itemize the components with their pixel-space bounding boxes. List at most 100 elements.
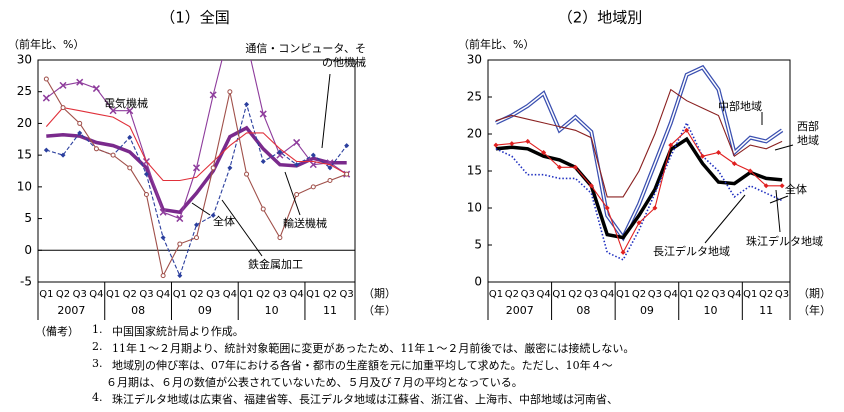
marker xyxy=(93,146,99,152)
x-tick-label: Q3 xyxy=(139,289,153,300)
y-tick-label: 10 xyxy=(467,201,482,215)
x-tick-label: Q1 xyxy=(616,289,630,300)
y-tick-label: 30 xyxy=(17,53,32,67)
notes-heading: （備考） xyxy=(35,325,79,338)
marker xyxy=(277,149,283,155)
x-tick-label: Q1 xyxy=(39,289,53,300)
x-group-label: 11 xyxy=(759,304,773,317)
x-axis-label: （年） xyxy=(363,303,396,317)
pointer xyxy=(774,144,794,151)
x-tick-label: Q2 xyxy=(505,289,519,300)
marker xyxy=(763,183,769,189)
marker xyxy=(42,94,50,102)
pointer xyxy=(321,73,331,149)
x-tick-label: Q2 xyxy=(256,289,270,300)
marker xyxy=(700,153,706,159)
x-tick-label: Q4 xyxy=(600,289,614,300)
marker xyxy=(110,152,116,158)
x-group-label: 08 xyxy=(576,304,590,317)
y-tick-label: 5 xyxy=(24,211,32,225)
note-number: 3. xyxy=(92,357,103,370)
marker xyxy=(620,249,626,255)
x-tick-label: Q2 xyxy=(695,289,709,300)
marker xyxy=(636,220,642,226)
x-tick-label: Q4 xyxy=(289,289,303,300)
marker xyxy=(210,212,216,218)
series-layer xyxy=(493,64,785,261)
x-tick-label: Q3 xyxy=(711,289,725,300)
marker xyxy=(92,85,100,93)
x-group-label: 08 xyxy=(131,304,145,317)
marker xyxy=(493,142,499,148)
marker xyxy=(652,205,658,211)
series-line xyxy=(45,107,347,182)
marker xyxy=(127,134,133,140)
y-tick-label: 0 xyxy=(24,243,32,257)
marker xyxy=(344,171,350,177)
note-text: ６月期は、６月の数値が公表されていないため、５月及び７月の平均となっている。 xyxy=(106,376,523,389)
marker xyxy=(244,101,250,107)
marker xyxy=(126,107,134,115)
pointer xyxy=(769,195,789,204)
marker xyxy=(244,171,250,177)
marker xyxy=(747,168,753,174)
x-group-label: 2007 xyxy=(506,304,534,317)
x-tick-label: Q2 xyxy=(323,289,337,300)
series-layer xyxy=(42,60,351,279)
marker xyxy=(731,161,737,167)
x-tick-label: Q2 xyxy=(123,289,137,300)
marker xyxy=(209,91,217,99)
marker xyxy=(715,150,721,155)
x-tick-label: Q3 xyxy=(521,289,535,300)
x-tick-label: Q4 xyxy=(89,289,103,300)
series-line xyxy=(495,121,783,261)
x-tick-label: Q2 xyxy=(632,289,646,300)
y-tick-label: 0 xyxy=(474,275,482,289)
pointer xyxy=(775,189,781,233)
y-tick-label: 15 xyxy=(17,148,32,162)
x-tick-label: Q1 xyxy=(239,289,253,300)
marker xyxy=(210,165,216,171)
marker xyxy=(779,183,785,189)
y-tick-label: 25 xyxy=(17,84,32,98)
note-number: 2. xyxy=(92,340,103,353)
marker xyxy=(109,107,117,115)
x-tick-label: Q1 xyxy=(173,289,187,300)
x-tick-label: Q1 xyxy=(489,289,503,300)
chart-title: （2）地域別 xyxy=(558,9,643,27)
x-group-label: 09 xyxy=(640,304,654,317)
marker xyxy=(176,215,184,223)
x-axis-label: （期） xyxy=(798,287,831,300)
marker xyxy=(572,164,578,170)
series-label: 珠江デルタ地域 xyxy=(746,234,823,248)
y-tick-label: 20 xyxy=(17,116,32,130)
marker xyxy=(294,191,300,197)
pointer xyxy=(221,199,263,257)
marker xyxy=(192,164,201,172)
x-tick-label: Q4 xyxy=(223,289,237,300)
series-line xyxy=(495,88,783,198)
marker xyxy=(327,178,333,184)
pointer xyxy=(284,171,301,216)
x-tick-label: Q3 xyxy=(584,289,598,300)
x-tick-label: Q4 xyxy=(664,289,678,300)
marker xyxy=(194,235,199,241)
note-number: 1. xyxy=(92,323,103,336)
pointer xyxy=(704,194,746,244)
marker xyxy=(310,184,316,190)
marker xyxy=(509,141,515,147)
marker xyxy=(59,81,67,89)
note-text: 中国国家統計局より作成。 xyxy=(112,325,244,338)
marker xyxy=(76,78,84,86)
marker xyxy=(557,164,563,170)
marker xyxy=(143,191,149,197)
marker xyxy=(309,161,317,169)
marker xyxy=(194,222,199,228)
x-axis-label: （期） xyxy=(363,287,396,300)
x-tick-label: Q1 xyxy=(552,289,566,300)
x-tick-label: Q3 xyxy=(273,289,287,300)
series-label: 通信・コンピュータ、その他機械 xyxy=(245,42,366,69)
marker xyxy=(160,235,166,241)
marker xyxy=(227,165,233,171)
